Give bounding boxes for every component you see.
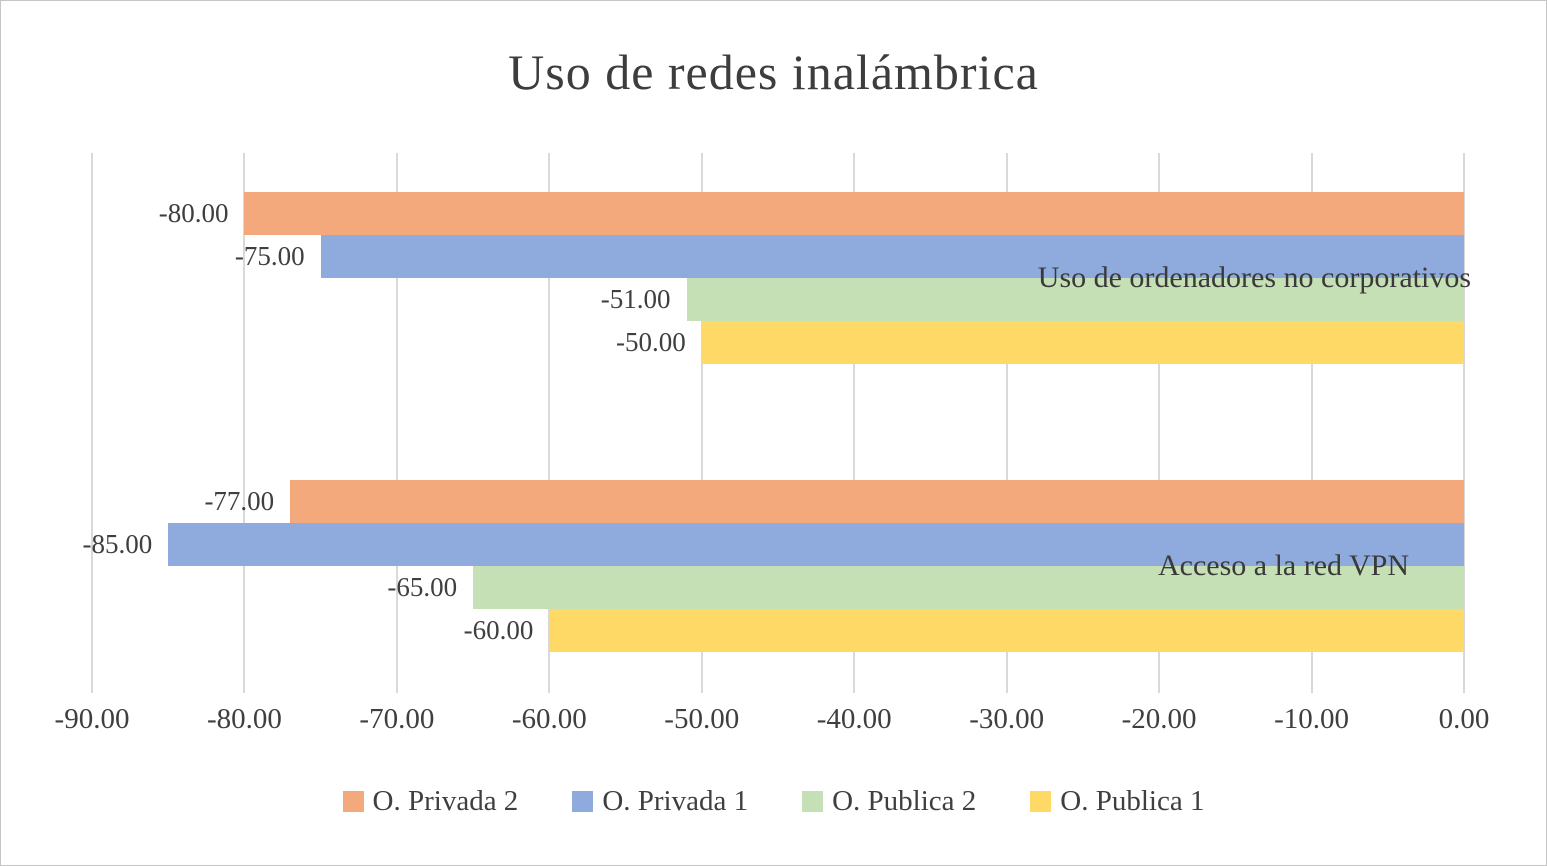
bar-value-label: -85.00	[82, 529, 153, 559]
x-axis-tick-label: -70.00	[359, 703, 435, 735]
chart-title: Uso de redes inalámbrica	[508, 44, 1039, 100]
gridline	[1310, 153, 1313, 693]
gridline	[700, 153, 703, 693]
x-axis-tick-label: -40.00	[816, 703, 892, 735]
legend-label: O. Privada 2	[372, 785, 519, 817]
bar-value-label: -65.00	[387, 572, 458, 602]
bar-o-publica-1	[701, 321, 1464, 364]
x-axis-tick-label: -10.00	[1274, 703, 1350, 735]
gridline	[243, 153, 246, 693]
bar-o-publica-1	[549, 609, 1464, 652]
category-axis-label: Acceso a la red VPN	[1157, 549, 1409, 582]
gridline	[548, 153, 551, 693]
bar-o-privada-1	[320, 235, 1464, 278]
bar-o-publica-2	[686, 278, 1464, 321]
legend-swatch	[572, 791, 594, 812]
gridline	[1463, 153, 1465, 693]
x-axis-tick-label: 0.00	[1438, 703, 1490, 735]
x-axis-tick-label: -80.00	[206, 703, 282, 735]
bar-o-privada-1	[168, 523, 1464, 566]
legend-swatch	[342, 791, 364, 812]
legend: O. Privada 2 O. Privada 1 O. Publica 2 O. P…	[1, 785, 1546, 818]
legend-item: O. Privada 2	[342, 785, 519, 818]
legend-item: O. Publica 1	[1030, 785, 1204, 818]
bar-value-label: -80.00	[158, 198, 229, 228]
bar-value-label: -50.00	[616, 327, 686, 357]
x-axis-tick-label: -20.00	[1121, 703, 1197, 735]
bar-value-label: -60.00	[463, 615, 534, 645]
gridline	[1005, 153, 1008, 693]
x-axis-tick-label: -60.00	[511, 703, 587, 735]
legend-label: O. Publica 1	[1060, 785, 1205, 817]
x-axis-tick-label: -90.00	[54, 703, 130, 735]
bar-value-label: -77.00	[204, 486, 275, 516]
legend-item: O. Publica 2	[802, 785, 976, 818]
gridline	[853, 153, 856, 693]
category-axis-label: Uso de ordenadores no corporativos	[1037, 261, 1471, 294]
bar-o-privada-2	[244, 192, 1464, 235]
gridline	[91, 153, 93, 693]
x-axis-tick-label: -50.00	[664, 703, 740, 735]
bar-value-label: -75.00	[234, 241, 305, 271]
bar-o-privada-2	[290, 480, 1464, 523]
bar-o-publica-2	[473, 566, 1464, 609]
legend-swatch	[802, 791, 824, 812]
legend-label: O. Privada 1	[602, 785, 749, 817]
bar-value-label: -51.00	[600, 284, 671, 314]
x-axis-tick-label: -30.00	[969, 703, 1045, 735]
gridline	[395, 153, 398, 693]
legend-label: O. Publica 2	[832, 785, 977, 817]
legend-item: O. Privada 1	[572, 785, 748, 818]
gridline	[1158, 153, 1161, 693]
legend-swatch	[1030, 791, 1052, 812]
